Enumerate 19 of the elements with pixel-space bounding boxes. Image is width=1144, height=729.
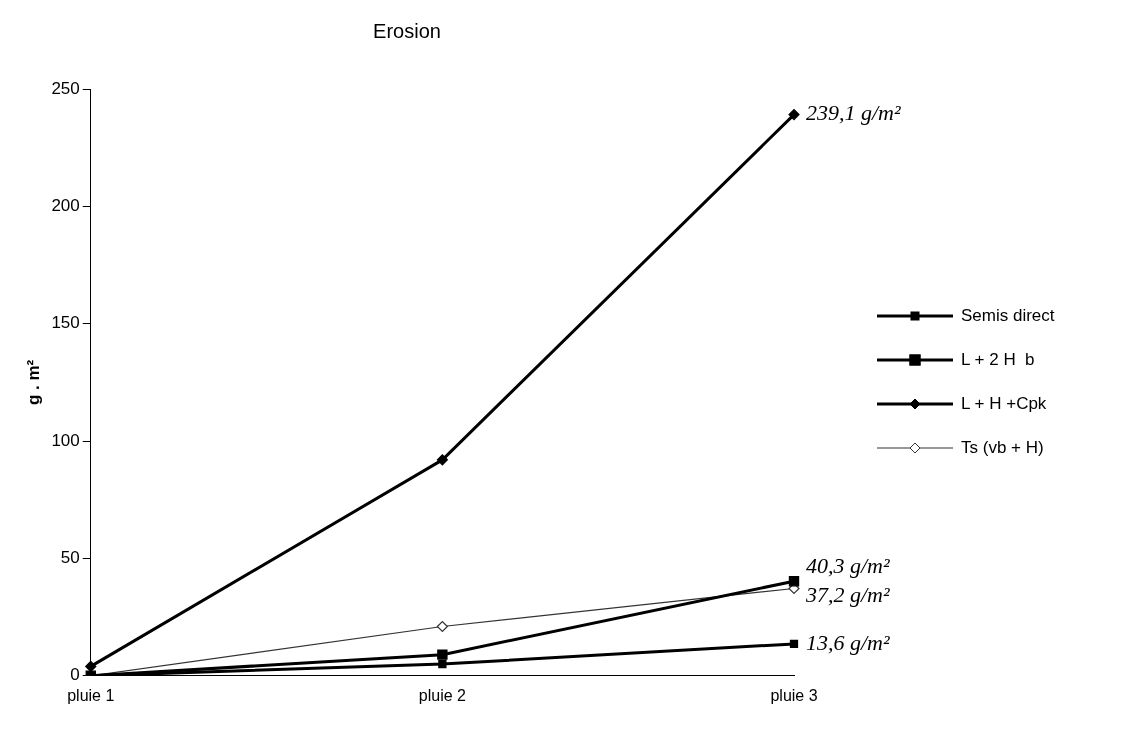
- legend-label: Semis direct: [961, 306, 1055, 327]
- y-axis-title: g . m²: [23, 359, 43, 406]
- annotation: 13,6 g/m²: [806, 629, 890, 655]
- y-tick-label: 150: [51, 313, 80, 333]
- x-tick-label: pluie 3: [770, 686, 818, 704]
- annotation: 239,1 g/m²: [806, 100, 901, 126]
- y-tick-label: 200: [51, 196, 80, 216]
- annotation: 37,2 g/m²: [805, 582, 890, 608]
- legend-label: Ts (vb + H): [961, 438, 1044, 459]
- y-tick-label: 0: [70, 665, 80, 685]
- y-tick-label: 50: [60, 548, 80, 568]
- y-tick-label: 100: [51, 430, 80, 450]
- annotation: 40,3 g/m²: [806, 552, 890, 578]
- legend-label: L + 2 H b: [961, 350, 1035, 371]
- legend-label: L + H +Cpk: [961, 394, 1047, 415]
- x-tick-label: pluie 1: [67, 686, 115, 704]
- chart-title: Erosion: [373, 19, 441, 42]
- x-tick-label: pluie 2: [418, 686, 467, 704]
- y-tick-label: 250: [51, 78, 80, 98]
